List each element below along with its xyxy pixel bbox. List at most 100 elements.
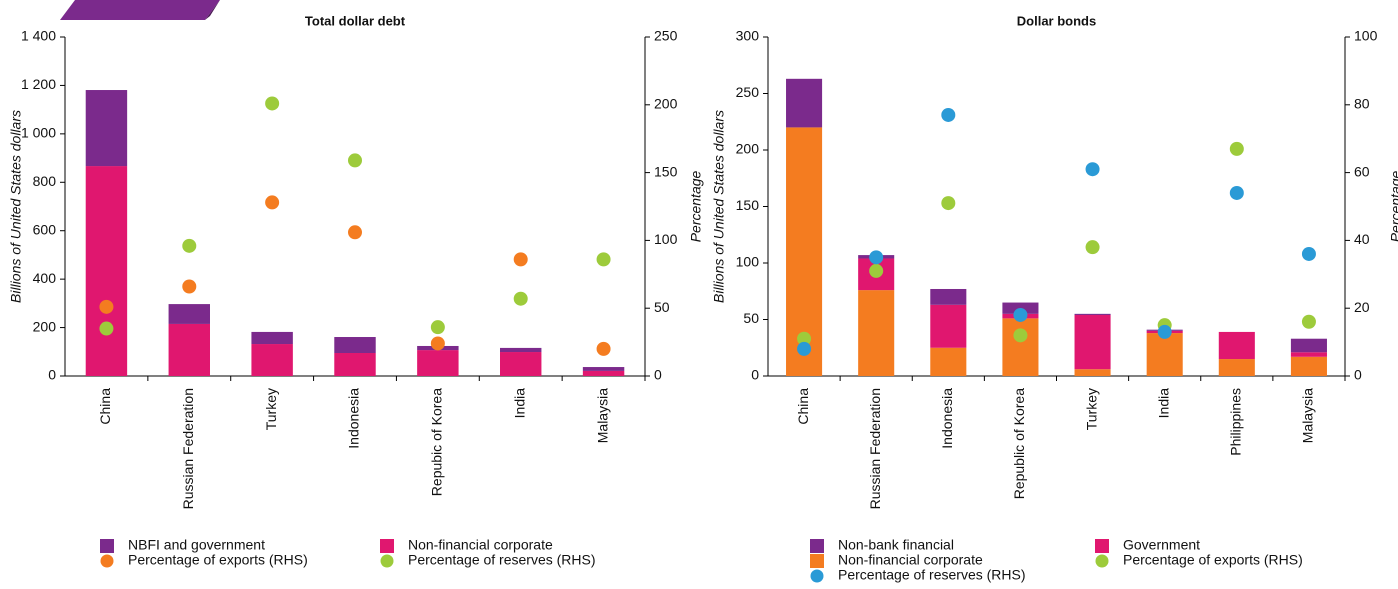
dot: [265, 96, 280, 111]
legend-marker: [810, 554, 824, 568]
dot: [430, 336, 445, 351]
y-tick-label: 1 200: [21, 76, 56, 92]
legend-marker: [100, 554, 114, 568]
dot: [1157, 324, 1172, 339]
decoration: [205, 0, 220, 20]
y2-tick-label: 0: [654, 367, 662, 383]
x-tick-label: Russian Federation: [180, 388, 196, 509]
bar: [1074, 369, 1111, 376]
legend-marker: [810, 569, 824, 583]
bar: [1290, 356, 1327, 376]
legend-label: Government: [1123, 537, 1200, 553]
x-tick-label: Indonesia: [939, 388, 955, 449]
bar: [582, 367, 625, 371]
y-tick-label: 250: [736, 84, 760, 100]
y2-tick-label: 40: [1354, 231, 1370, 247]
bar: [168, 304, 210, 324]
y-tick-label: 600: [33, 221, 57, 237]
legend-marker: [380, 539, 394, 553]
legend-marker: [380, 554, 394, 568]
legend-label: Percentage of exports (RHS): [1123, 552, 1303, 568]
y-tick-label: 100: [736, 254, 760, 270]
y-tick-label: 400: [33, 270, 57, 286]
x-tick-label: China: [97, 388, 113, 425]
y2-axis-title: Percentage: [1388, 170, 1398, 242]
y2-axis-title: Percentage: [688, 170, 704, 242]
legend-label: Percentage of reserves (RHS): [838, 567, 1026, 583]
dot: [182, 279, 197, 294]
dot: [1301, 246, 1316, 261]
bar: [930, 304, 967, 348]
dot: [1013, 328, 1028, 343]
y-axis-title: Billions of United States dollars: [8, 110, 24, 303]
dot: [348, 153, 362, 168]
x-tick-label: Malaysia: [594, 388, 610, 443]
y-tick-label: 300: [736, 28, 760, 44]
dot: [1085, 240, 1100, 255]
y-tick-label: 0: [48, 367, 56, 383]
x-tick-label: Turkey: [263, 388, 279, 430]
dot: [513, 252, 528, 267]
dot: [797, 341, 812, 356]
legend-label: NBFI and government: [128, 537, 265, 553]
dot: [182, 238, 197, 253]
bar: [1218, 331, 1255, 360]
bar: [786, 78, 823, 128]
y-tick-label: 0: [751, 367, 759, 383]
dot: [596, 341, 611, 356]
legend-label: Non-financial corporate: [408, 537, 553, 553]
y2-tick-label: 0: [1354, 367, 1362, 383]
bar: [930, 347, 967, 376]
y2-tick-label: 200: [654, 96, 678, 112]
dot: [941, 107, 956, 122]
bar: [582, 370, 625, 376]
bar: [930, 288, 967, 305]
bar: [334, 337, 376, 353]
dot: [869, 250, 884, 265]
x-tick-label: Malaysia: [1300, 388, 1316, 443]
bar: [1146, 333, 1183, 376]
y2-tick-label: 20: [1354, 299, 1370, 315]
dot: [513, 291, 528, 306]
dot: [99, 321, 114, 336]
x-tick-label: Republic of Korea: [1011, 388, 1027, 500]
dot: [430, 320, 445, 335]
legend-label: Percentage of exports (RHS): [128, 552, 308, 568]
legend-marker: [1095, 539, 1109, 553]
y-tick-label: 1 000: [21, 125, 56, 141]
legend-label: Percentage of reserves (RHS): [408, 552, 596, 568]
dot: [1085, 162, 1100, 177]
x-tick-label: China: [795, 388, 811, 425]
y-axis-title: Billions of United States dollars: [711, 110, 727, 303]
chart-title: Total dollar debt: [305, 13, 406, 28]
y-tick-label: 50: [743, 310, 759, 326]
y-tick-label: 200: [736, 141, 760, 157]
dot: [1229, 141, 1244, 156]
bar: [1002, 318, 1039, 376]
bar: [251, 331, 293, 345]
y2-tick-label: 80: [1354, 96, 1370, 112]
legend-marker: [1095, 554, 1109, 568]
dot: [941, 196, 956, 211]
dot: [797, 331, 812, 346]
bar: [168, 323, 210, 376]
bar: [1074, 313, 1111, 315]
bar: [500, 347, 542, 353]
bar: [1290, 352, 1327, 357]
y2-tick-label: 150: [654, 163, 678, 179]
y2-tick-label: 100: [1354, 28, 1378, 44]
y-tick-label: 200: [33, 318, 57, 334]
x-tick-label: India: [511, 388, 527, 419]
dot: [348, 225, 362, 240]
dot: [1229, 185, 1244, 200]
decoration: [60, 0, 220, 20]
bar: [858, 290, 895, 376]
dot: [869, 263, 884, 278]
y2-tick-label: 250: [654, 28, 678, 44]
bar: [251, 344, 293, 376]
bar: [500, 352, 542, 376]
dot: [596, 252, 611, 267]
dot: [99, 299, 114, 314]
legend-label: Non-bank financial: [838, 537, 954, 553]
x-tick-label: Indonesia: [346, 388, 362, 449]
